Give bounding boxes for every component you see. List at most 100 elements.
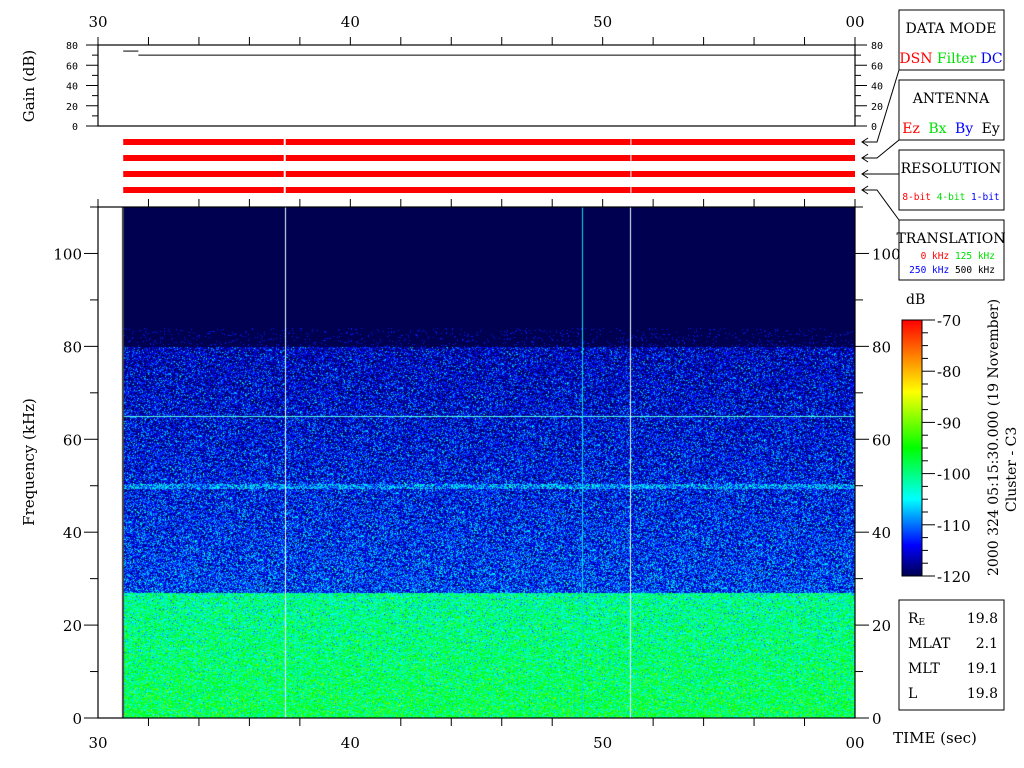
gain-tick-label: 0 — [72, 122, 78, 133]
mode-bar-segment — [285, 155, 631, 161]
legend-item: By — [955, 121, 973, 137]
mode-bar-segment — [123, 171, 284, 177]
x-tick-label: 30 — [88, 734, 107, 752]
gain-panel: Gain (dB) 0 0 20 20 40 40 60 60 80 80 — [20, 37, 883, 133]
caption-spacecraft: Cluster - C3 — [1004, 427, 1020, 512]
x-tick-label: 40 — [341, 13, 360, 31]
orbit-value: 19.8 — [967, 686, 998, 702]
legend-connectors — [861, 69, 900, 221]
legend-title: RESOLUTION — [901, 161, 1002, 177]
legend-item: 4-bit — [937, 192, 966, 203]
orbit-label: MLT — [908, 661, 940, 677]
mode-bar-segment — [285, 139, 631, 145]
gain-tick-label: 80 — [871, 41, 883, 52]
legend-antenna: ANTENNA Ez Bx By Ey — [898, 79, 1005, 141]
arrow-icon — [861, 69, 900, 147]
mode-bar-segment — [631, 171, 855, 177]
mode-bar-segment — [631, 187, 855, 193]
x-tick-label: 50 — [593, 13, 612, 31]
mode-bar-segment — [123, 155, 284, 161]
legend-item: 0 kHz — [921, 251, 950, 262]
gain-tick-label: 40 — [66, 82, 78, 93]
x-axis-label: TIME (sec) — [893, 729, 977, 747]
legend-item: Filter — [937, 51, 977, 67]
y-tick-label: 60 — [63, 431, 82, 449]
legend-title: TRANSLATION — [896, 231, 1005, 247]
colorbar-tick-label: -120 — [937, 568, 971, 586]
y-tick-label: 60 — [872, 431, 891, 449]
legend-items: 8-bit 4-bit 1-bit — [902, 192, 999, 203]
orbit-value: 2.1 — [976, 636, 998, 652]
legend-item: DC — [981, 51, 1003, 67]
legend-item: DSN — [899, 51, 932, 67]
arrow-icon — [861, 139, 900, 163]
mode-bars — [123, 139, 855, 193]
gain-tick-label: 0 — [871, 122, 877, 133]
x-tick-label: 00 — [845, 734, 864, 752]
gain-axis-label: Gain (dB) — [20, 50, 38, 122]
mode-bar-segment — [123, 139, 284, 145]
arrow-icon — [861, 169, 899, 179]
colorbar — [901, 319, 923, 577]
legend-translation: TRANSLATION 0 kHz 125 kHz 250 kHz 500 kH… — [896, 219, 1006, 281]
y-tick-label: 40 — [63, 524, 82, 542]
legend-item: 500 kHz — [955, 265, 995, 276]
caption-datetime: 2000 324 05:15:30.000 (19 November) — [986, 299, 1002, 576]
orbit-label: MLAT — [908, 636, 951, 652]
mode-bar-segment — [123, 187, 284, 193]
legend-item: Bx — [928, 121, 946, 137]
legend-items: 250 kHz 500 kHz — [909, 265, 995, 276]
mode-bar-segment — [631, 139, 855, 145]
legend-title: DATA MODE — [906, 21, 997, 37]
colorbar-tick-label: -90 — [937, 414, 961, 432]
legend-items: 0 kHz 125 kHz — [921, 251, 995, 262]
colorbar-label: dB — [906, 292, 925, 308]
mode-bar-segment — [285, 171, 631, 177]
y-tick-label: 40 — [872, 524, 891, 542]
y-tick-label: 100 — [53, 245, 82, 263]
legend-items: DSN Filter DC — [899, 51, 1002, 67]
colorbar-tick-label: -100 — [937, 466, 971, 484]
gain-tick-label: 60 — [871, 61, 883, 72]
y-axis-label: Frequency (kHz) — [20, 398, 38, 526]
gain-tick-label: 20 — [871, 102, 883, 113]
mode-bar-segment — [285, 187, 631, 193]
orbit-label: L — [908, 686, 917, 702]
legend-item: 250 kHz — [909, 265, 949, 276]
y-tick-label: 20 — [872, 617, 891, 635]
x-tick-label: 50 — [593, 734, 612, 752]
gain-panel-frame — [97, 44, 856, 127]
x-tick-label: 30 — [88, 13, 107, 31]
legend-resolution: RESOLUTION 8-bit 4-bit 1-bit — [898, 149, 1005, 211]
legend-item: 125 kHz — [955, 251, 995, 262]
y-tick-label: 80 — [63, 338, 82, 356]
colorbar-tick-label: -110 — [937, 517, 971, 535]
y-tick-label: 100 — [872, 245, 901, 263]
arrow-icon — [861, 185, 900, 221]
legend-item: Ez — [902, 121, 920, 137]
mode-bar-segment — [631, 155, 855, 161]
legend-title: ANTENNA — [912, 91, 990, 107]
spectrogram-image — [98, 207, 855, 718]
y-tick-label: 0 — [72, 710, 82, 728]
gain-tick-label: 20 — [66, 102, 78, 113]
y-tick-label: 80 — [872, 338, 891, 356]
x-tick-label: 40 — [341, 734, 360, 752]
colorbar-tick-label: -70 — [937, 312, 961, 330]
orbit-value: 19.8 — [967, 611, 998, 627]
legend-item: Ey — [982, 121, 1000, 137]
orbit-value: 19.1 — [967, 661, 998, 677]
gain-tick-label: 60 — [66, 61, 78, 72]
y-tick-label: 0 — [872, 710, 882, 728]
legend-items: Ez Bx By Ey — [902, 121, 1000, 137]
colorbar-tick-label: -80 — [937, 363, 961, 381]
y-tick-label: 20 — [63, 617, 82, 635]
gain-tick-label: 40 — [871, 82, 883, 93]
legend-item: 1-bit — [971, 192, 1000, 203]
gain-tick-label: 80 — [66, 41, 78, 52]
x-tick-label: 00 — [845, 13, 864, 31]
legend-item: 8-bit — [902, 192, 931, 203]
